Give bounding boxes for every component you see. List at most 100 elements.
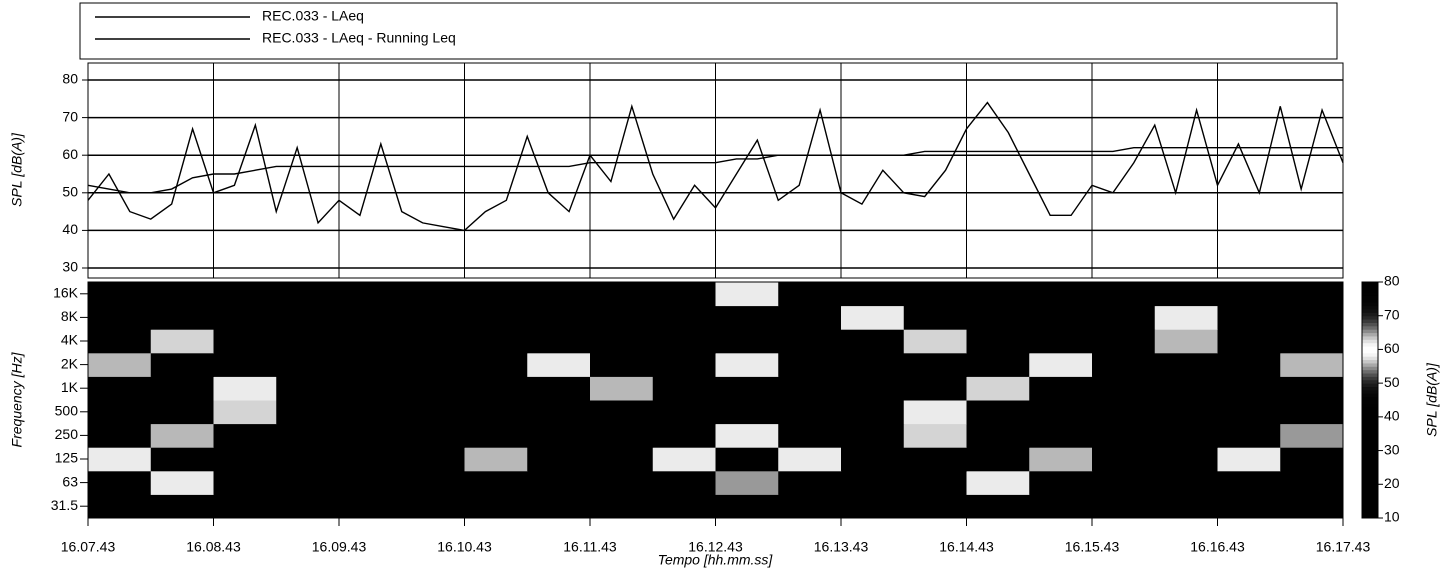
colorbar-cell bbox=[1362, 470, 1378, 475]
y-tick-label: 70 bbox=[62, 108, 78, 124]
heatmap-cell bbox=[1092, 423, 1156, 448]
colorbar-cell bbox=[1362, 504, 1378, 509]
colorbar-label: SPL [dB(A)] bbox=[1424, 362, 1440, 437]
colorbar-cell bbox=[1362, 460, 1378, 465]
heatmap-cell bbox=[401, 329, 465, 354]
x-tick-label: 16.08.43 bbox=[186, 539, 241, 555]
heatmap-cell bbox=[527, 494, 591, 519]
y-tick-label: 31.5 bbox=[51, 497, 78, 513]
y-tick-label: 250 bbox=[55, 426, 79, 442]
colorbar-cell bbox=[1362, 406, 1378, 411]
heatmap-cell bbox=[276, 305, 340, 330]
heatmap-cell bbox=[1029, 423, 1093, 448]
heatmap-cell bbox=[88, 352, 152, 377]
heatmap-cell bbox=[1217, 447, 1281, 472]
colorbar-cell bbox=[1362, 450, 1378, 455]
heatmap-cell bbox=[150, 282, 214, 307]
heatmap-cell bbox=[527, 329, 591, 354]
colorbar-tick-label: 40 bbox=[1384, 408, 1400, 424]
colorbar-cell bbox=[1362, 346, 1378, 350]
heatmap-cell bbox=[652, 494, 716, 519]
heatmap-cell bbox=[88, 400, 152, 425]
heatmap-cell bbox=[276, 376, 340, 401]
colorbar-cell bbox=[1362, 393, 1378, 398]
heatmap-cell bbox=[213, 400, 277, 425]
colorbar-cell bbox=[1362, 319, 1378, 323]
heatmap-cell bbox=[966, 305, 1030, 330]
heatmap-cell bbox=[213, 282, 277, 307]
heatmap-cell bbox=[590, 329, 654, 354]
heatmap-cell bbox=[276, 282, 340, 307]
heatmap-cell bbox=[464, 400, 528, 425]
colorbar-cell bbox=[1362, 403, 1378, 408]
heatmap-cell bbox=[1092, 400, 1156, 425]
colorbar-cell bbox=[1362, 322, 1378, 327]
heatmap-cell bbox=[841, 305, 905, 330]
heatmap-cell bbox=[1280, 305, 1344, 330]
colorbar-cell bbox=[1362, 359, 1378, 364]
heatmap-cell bbox=[1029, 352, 1093, 377]
heatmap-cell bbox=[1280, 470, 1344, 495]
heatmap-cell bbox=[1092, 305, 1156, 330]
heatmap-cell bbox=[966, 282, 1030, 307]
heatmap-cell bbox=[903, 305, 967, 330]
heatmap-cell bbox=[1217, 470, 1281, 495]
heatmap-cell bbox=[1092, 329, 1156, 354]
y-tick-label: 16K bbox=[53, 285, 79, 301]
x-tick-label: 16.15.43 bbox=[1065, 539, 1120, 555]
heatmap-cell bbox=[1217, 376, 1281, 401]
heatmap-cell bbox=[464, 305, 528, 330]
heatmap-cell bbox=[841, 423, 905, 448]
heatmap-cell bbox=[903, 447, 967, 472]
heatmap-cell bbox=[1280, 447, 1344, 472]
heatmap-cell bbox=[778, 470, 842, 495]
heatmap-frame bbox=[87, 281, 1344, 519]
heatmap-cell bbox=[841, 352, 905, 377]
heatmap-cell bbox=[1154, 400, 1218, 425]
heatmap-cell bbox=[1280, 282, 1344, 307]
heatmap-cell bbox=[1280, 352, 1344, 377]
heatmap-cell bbox=[1154, 494, 1218, 519]
heatmap-cell bbox=[1217, 305, 1281, 330]
heatmap-cell bbox=[150, 423, 214, 448]
heatmap-cell bbox=[527, 282, 591, 307]
heatmap-cell bbox=[652, 470, 716, 495]
heatmap-cell bbox=[339, 352, 403, 377]
heatmap-cell bbox=[1217, 494, 1281, 519]
colorbar-cell bbox=[1362, 282, 1378, 286]
heatmap-cell bbox=[590, 423, 654, 448]
heatmap-cell bbox=[1029, 400, 1093, 425]
colorbar-cell bbox=[1362, 396, 1378, 401]
colorbar-cell bbox=[1362, 447, 1378, 452]
colorbar-cell bbox=[1362, 410, 1378, 414]
heatmap-cell bbox=[464, 282, 528, 307]
colorbar-cell bbox=[1362, 305, 1378, 310]
heatmap-cell bbox=[401, 423, 465, 448]
y-tick-label: 80 bbox=[62, 71, 78, 87]
y-tick-label: 50 bbox=[62, 184, 78, 200]
heatmap-cell bbox=[339, 376, 403, 401]
heatmap-cell bbox=[841, 376, 905, 401]
heatmap-cell bbox=[590, 352, 654, 377]
heatmap-cell bbox=[590, 305, 654, 330]
colorbar-tick-label: 80 bbox=[1384, 273, 1400, 289]
heatmap-cell bbox=[339, 470, 403, 495]
heatmap-cell bbox=[1280, 400, 1344, 425]
heatmap-cell bbox=[715, 423, 779, 448]
colorbar-cell bbox=[1362, 494, 1378, 499]
heatmap-cell bbox=[841, 470, 905, 495]
heatmap-cell bbox=[1029, 329, 1093, 354]
heatmap-cell bbox=[464, 494, 528, 519]
heatmap-cell bbox=[966, 352, 1030, 377]
y-tick-label: 63 bbox=[62, 473, 78, 489]
heatmap-cell bbox=[1154, 329, 1218, 354]
heatmap-cell bbox=[401, 494, 465, 519]
heatmap-cell bbox=[339, 494, 403, 519]
colorbar-tick-label: 10 bbox=[1384, 509, 1400, 525]
colorbar-cell bbox=[1362, 369, 1378, 374]
heatmap-cell bbox=[150, 447, 214, 472]
colorbar-cell bbox=[1362, 376, 1378, 381]
heatmap-cell bbox=[652, 352, 716, 377]
heatmap-cell bbox=[276, 470, 340, 495]
